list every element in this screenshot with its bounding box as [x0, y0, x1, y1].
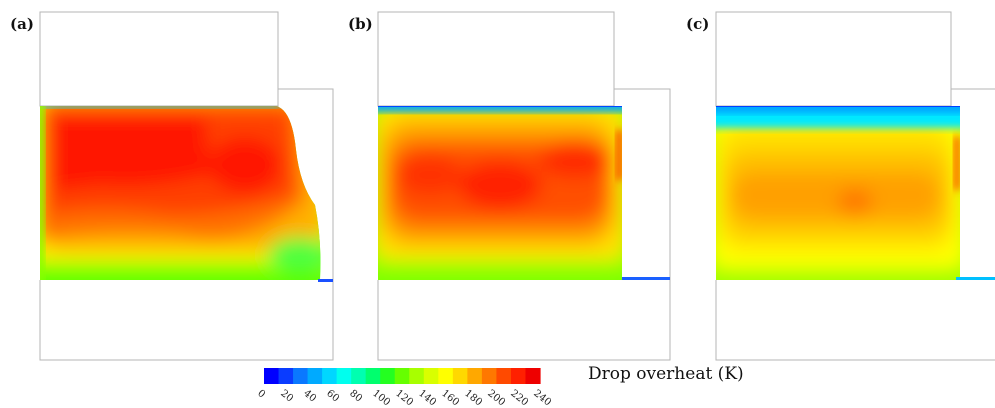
- colorbar-swatch: [380, 368, 396, 384]
- panel-c-film: [956, 277, 995, 280]
- panel-b: [377, 11, 671, 361]
- colorbar-swatch: [423, 368, 439, 384]
- panel-a-contour: [40, 106, 321, 280]
- colorbar-swatch: [264, 368, 280, 384]
- colorbar-swatch: [394, 368, 410, 384]
- panel-a: [39, 11, 334, 361]
- panel-label-c: (c): [686, 15, 710, 33]
- panel-a-upper-box: [39, 11, 279, 107]
- panel-b-film: [622, 277, 670, 280]
- colorbar-swatch: [481, 368, 498, 384]
- panel-b-contour: [378, 106, 622, 280]
- colorbar-swatch: [525, 368, 541, 384]
- panel-b-lower-box: [377, 88, 671, 361]
- colorbar-swatch: [351, 368, 367, 384]
- colorbar-swatch: [496, 368, 512, 384]
- colorbar-swatch: [467, 368, 483, 384]
- colorbar-swatch: [409, 368, 425, 384]
- colorbar-swatch: [452, 368, 468, 384]
- colorbar-swatch: [307, 368, 323, 384]
- colorbar-swatch: [278, 368, 294, 384]
- colorbar-swatch: [322, 368, 338, 384]
- panel-c-lower-box: [715, 280, 995, 361]
- colorbar-swatch: [336, 368, 352, 384]
- panel-c-upper-box: [715, 11, 952, 107]
- colorbar-swatch: [293, 368, 309, 384]
- panel-a-lower-box: [39, 88, 334, 361]
- panel-c-contour: [716, 106, 960, 280]
- panel-b-upper-box: [377, 11, 615, 107]
- panel-a-film: [318, 279, 333, 282]
- colorbar-swatch: [438, 368, 454, 384]
- colorbar-title: Drop overheat (K): [588, 364, 744, 384]
- colorbar-swatch: [510, 368, 527, 384]
- panel-label-b: (b): [348, 15, 373, 33]
- panel-label-a: (a): [10, 15, 34, 33]
- colorbar: [264, 368, 541, 384]
- colorbar-swatch: [365, 368, 381, 384]
- panel-c: [715, 11, 995, 361]
